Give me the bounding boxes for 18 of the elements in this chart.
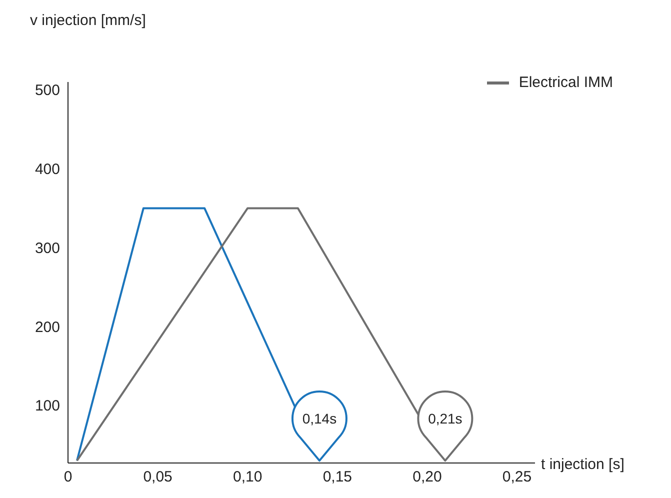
x-tick-label: 0,25 [502, 468, 532, 486]
annotation: 0,21s [428, 410, 462, 427]
x-tick-label: 0,20 [412, 468, 442, 486]
legend-label: Electrical IMM [518, 74, 613, 91]
y-tick-label: 200 [34, 318, 60, 336]
map-pin-icon: 0,14s [291, 390, 348, 462]
map-pin-icon: 0,21s [417, 390, 474, 462]
x-tick-label: 0,05 [143, 468, 172, 486]
y-axis-title: v injection [mm/s] [30, 12, 146, 29]
x-tick-label: 0 [64, 468, 72, 486]
y-tick-label: 400 [34, 161, 60, 178]
y-tick-label: 100 [34, 398, 60, 415]
y-tick-label: 300 [34, 240, 60, 257]
x-axis-title: t injection [s] [541, 456, 624, 473]
y-tick-label: 500 [34, 82, 60, 100]
x-tick-label: 0,15 [322, 468, 352, 486]
x-tick-label: 0,10 [233, 468, 262, 486]
annotation: 0,14s [302, 410, 337, 427]
